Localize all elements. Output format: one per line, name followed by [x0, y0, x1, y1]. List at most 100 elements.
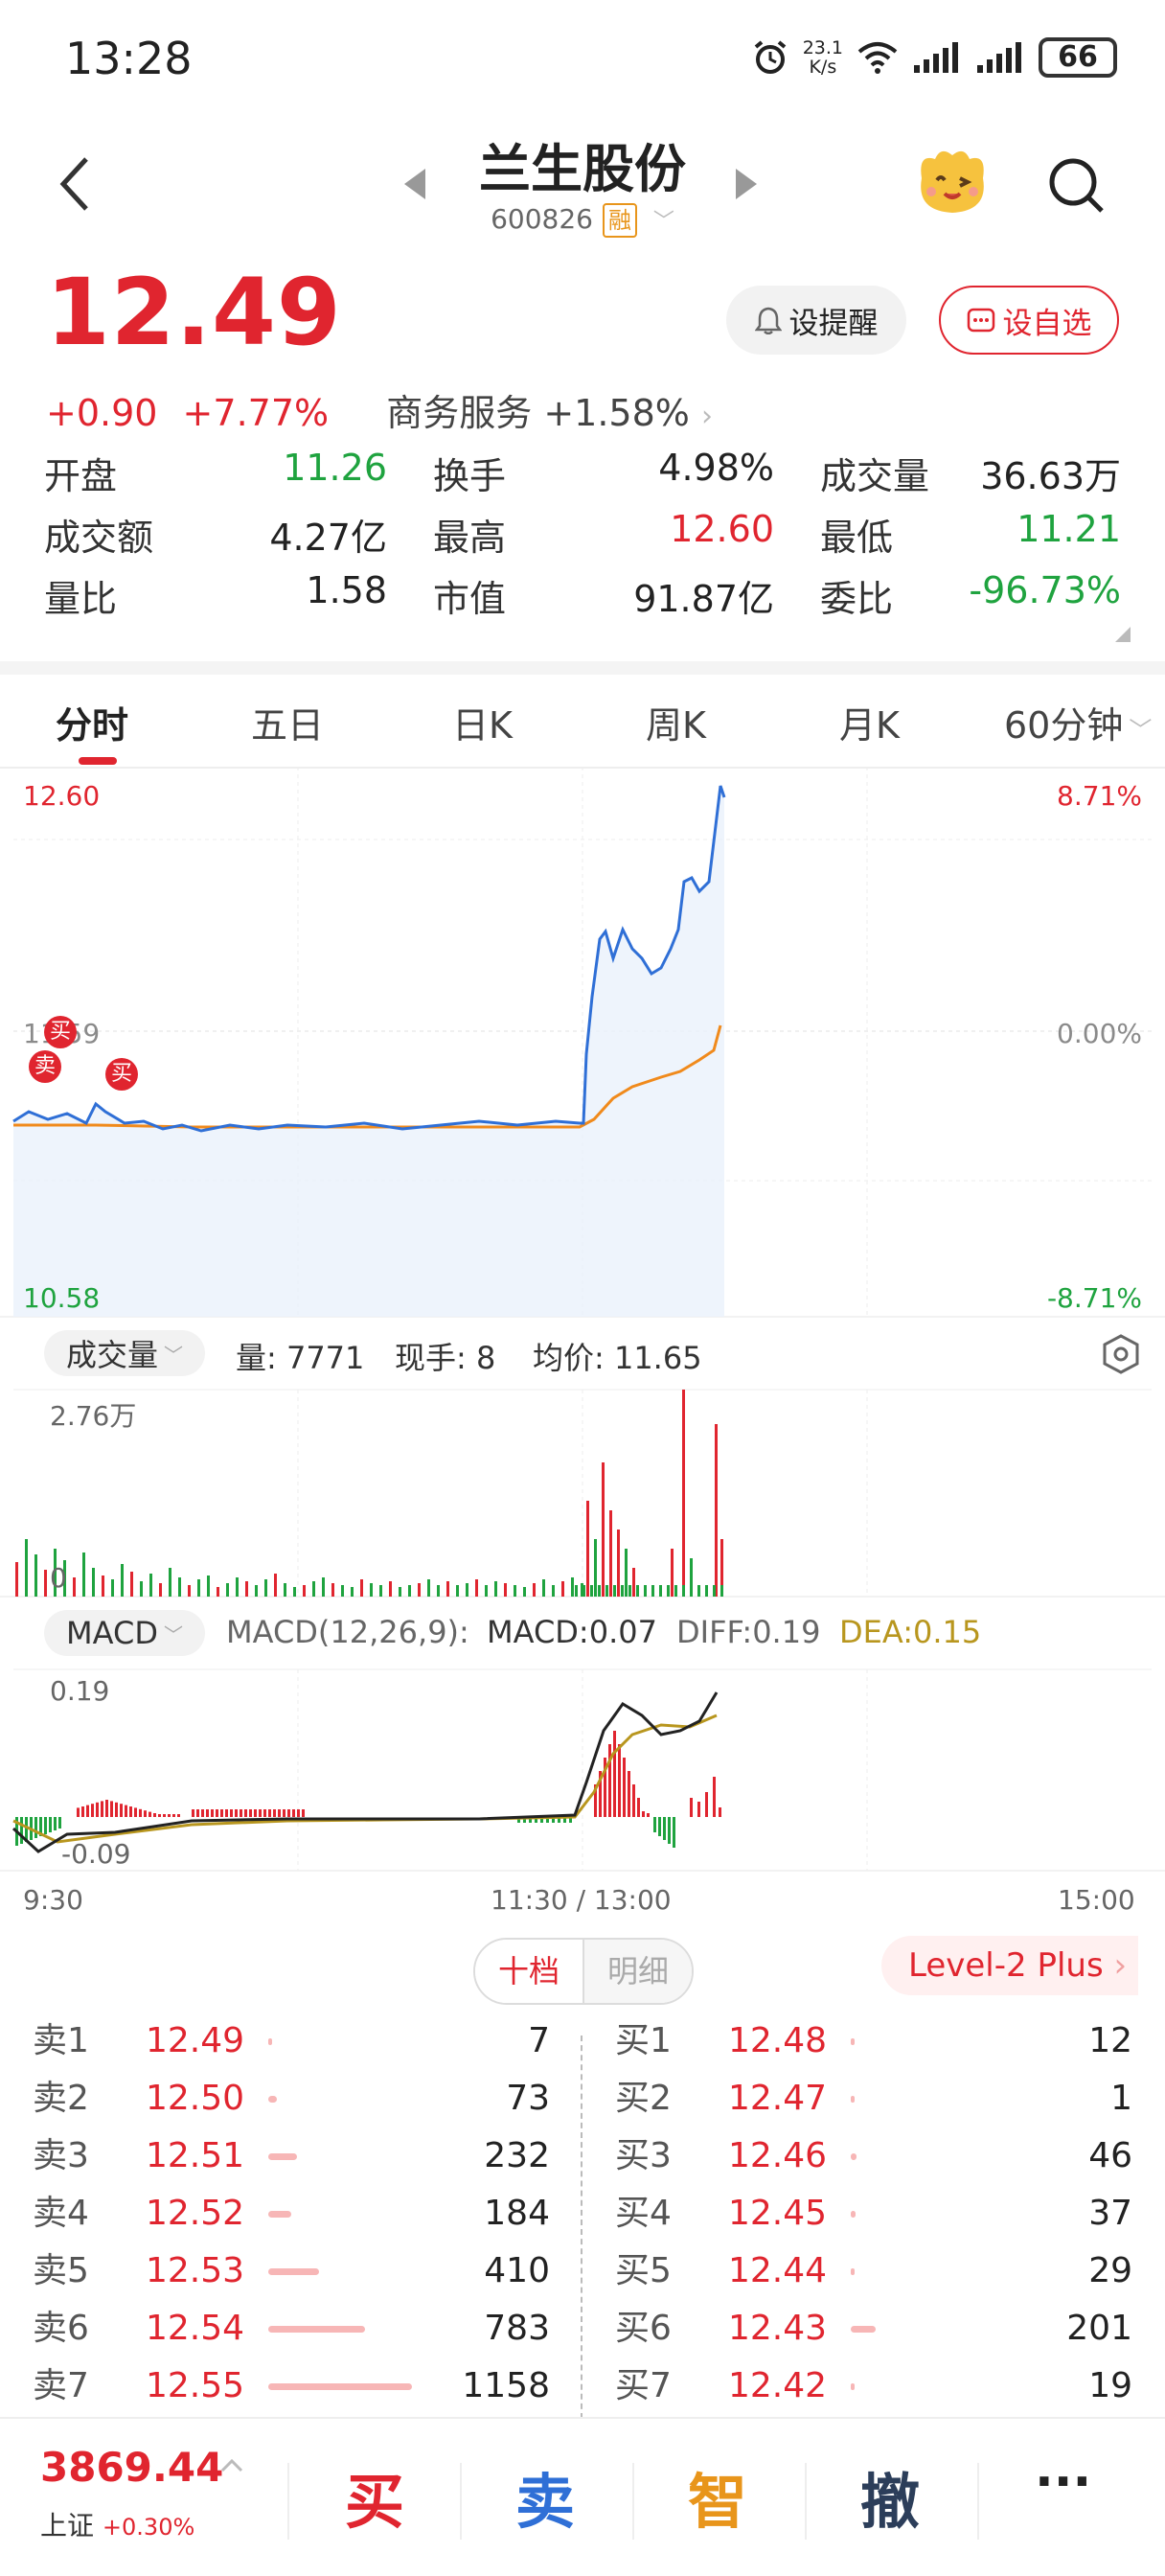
prev-stock-icon[interactable]: [402, 167, 427, 201]
macd-bar: [623, 1758, 626, 1817]
buy-order-row[interactable]: 买1 12.48 12: [615, 2012, 1132, 2070]
trade-marker-buy[interactable]: 买: [44, 1016, 77, 1048]
tab-daily-k[interactable]: 日K: [452, 704, 513, 747]
add-watchlist-button[interactable]: 设自选: [939, 286, 1119, 355]
settings-icon[interactable]: [1102, 1334, 1140, 1374]
sell-order-row[interactable]: 卖3 12.51 232: [33, 2128, 550, 2185]
buy-order-row[interactable]: 买5 12.44 29: [615, 2242, 1132, 2300]
volume-bar: [475, 1579, 478, 1597]
volume-bar: [255, 1585, 258, 1597]
volume-bar: [236, 1577, 239, 1597]
set-alert-button[interactable]: 设提醒: [726, 286, 906, 355]
back-icon[interactable]: [56, 155, 94, 213]
smart-trade-button[interactable]: 智: [688, 2467, 748, 2537]
tab-five-day[interactable]: 五日: [251, 704, 325, 747]
volume-bar: [312, 1581, 315, 1597]
sell-level-label: 卖7: [33, 2366, 89, 2405]
tab-monthly-k[interactable]: 月K: [839, 704, 900, 747]
trade-marker-sell[interactable]: 卖: [29, 1050, 61, 1083]
buy-order-row[interactable]: 买3 12.46 46: [615, 2128, 1132, 2185]
volume-bar: [111, 1579, 114, 1597]
volume-bar: [590, 1585, 593, 1597]
tab-ten-levels[interactable]: 十档: [475, 1940, 584, 2003]
macd-bar: [153, 1813, 156, 1817]
status-icons: 23.1 K/s 66: [751, 31, 1117, 84]
volume-bar: [379, 1585, 382, 1597]
next-stock-icon[interactable]: [734, 167, 759, 201]
macd-bar: [101, 1801, 103, 1817]
volume-bar: [485, 1585, 488, 1597]
volume-bar: [140, 1581, 143, 1597]
orderbook-segment[interactable]: 十档 明细: [473, 1938, 694, 2005]
volume-bar: [274, 1574, 277, 1597]
sell-order-row[interactable]: 卖1 12.49 7: [33, 2012, 550, 2070]
buy-order-row[interactable]: 买6 12.43 201: [615, 2300, 1132, 2358]
macd-bar: [618, 1744, 621, 1817]
chevron-up-icon[interactable]: [220, 2459, 243, 2472]
volume-indicator-select[interactable]: 成交量 ﹀: [44, 1330, 205, 1376]
tab-60min[interactable]: 60分钟 ﹀: [1004, 704, 1153, 747]
current-hand-readout: 现手: 8: [395, 1340, 496, 1376]
sell-order-row[interactable]: 卖7 12.55 1158: [33, 2358, 550, 2415]
search-icon[interactable]: [1046, 155, 1108, 217]
volume-bar: [552, 1585, 555, 1597]
sell-order-row[interactable]: 卖2 12.50 73: [33, 2070, 550, 2128]
expand-corner-icon[interactable]: [1113, 625, 1132, 644]
tab-intraday[interactable]: 分时: [56, 704, 129, 747]
level2-plus-link[interactable]: Level-2 Plus ›: [881, 1936, 1138, 1995]
battery-icon: 66: [1039, 37, 1117, 78]
buy-order-row[interactable]: 买2 12.47 1: [615, 2070, 1132, 2128]
macd-bar: [77, 1807, 80, 1817]
index-row: 上证 +0.30%: [40, 2505, 194, 2543]
macd-bar: [653, 1817, 656, 1832]
stat-label-low: 最低: [820, 517, 894, 559]
sector-link[interactable]: 商务服务 +1.58% ›: [386, 392, 713, 434]
volume-axis-zero: 0: [50, 1562, 67, 1594]
buy-order-row[interactable]: 买7 12.42 19: [615, 2358, 1132, 2415]
volume-bar: [34, 1554, 37, 1597]
sector-pct: +1.58%: [543, 392, 690, 434]
volume-bar: [682, 1390, 685, 1597]
action-divider: [632, 2463, 634, 2540]
sell-button[interactable]: 卖: [515, 2467, 576, 2537]
volume-bar: [207, 1576, 210, 1597]
macd-indicator-select[interactable]: MACD ﹀: [44, 1610, 205, 1656]
cancel-order-button[interactable]: 撤: [860, 2467, 921, 2537]
macd-bar: [240, 1809, 242, 1817]
sell-volume-bar: [268, 2038, 272, 2045]
bottom-action-bar: [0, 2417, 1165, 2576]
sell-level-label: 卖1: [33, 2021, 89, 2060]
sell-order-row[interactable]: 卖6 12.54 783: [33, 2300, 550, 2358]
index-value[interactable]: 3869.44: [40, 2444, 224, 2491]
macd-bar: [81, 1806, 84, 1817]
mascot-icon[interactable]: [912, 144, 993, 220]
buy-button[interactable]: 买: [345, 2467, 405, 2537]
volume-bar: [617, 1530, 620, 1597]
margin-badge: 融: [602, 203, 637, 238]
volume-bar: [720, 1539, 723, 1597]
tab-details[interactable]: 明细: [584, 1940, 692, 2003]
sell-order-row[interactable]: 卖5 12.53 410: [33, 2242, 550, 2300]
stat-label-volume: 成交量: [820, 455, 930, 497]
volume-bar: [582, 1585, 585, 1597]
sector-name: 商务服务: [386, 392, 533, 434]
macd-bar: [535, 1817, 537, 1823]
add-watchlist-label: 设自选: [1002, 306, 1092, 341]
trade-marker-buy[interactable]: 买: [105, 1058, 138, 1091]
chevron-down-icon[interactable]: ﹀: [652, 210, 674, 234]
diff-value: DIFF:0.19: [676, 1614, 821, 1650]
sell-volume-bar: [268, 2383, 412, 2390]
more-icon[interactable]: ···: [1035, 2453, 1092, 2511]
price-change: +0.90: [46, 392, 158, 434]
buy-order-row[interactable]: 买4 12.45 37: [615, 2185, 1132, 2242]
volume-bar: [418, 1583, 421, 1597]
tab-weekly-k[interactable]: 周K: [646, 704, 706, 747]
sell-order-row[interactable]: 卖4 12.52 184: [33, 2185, 550, 2242]
macd-bar: [658, 1817, 661, 1836]
volume-bar: [625, 1549, 628, 1597]
stock-code-row: 600826 融 ﹀: [0, 203, 1165, 238]
intraday-charts[interactable]: [0, 767, 1165, 1936]
price-line: [12, 785, 726, 1133]
macd-bar: [144, 1810, 147, 1817]
volume-bar: [408, 1585, 411, 1597]
